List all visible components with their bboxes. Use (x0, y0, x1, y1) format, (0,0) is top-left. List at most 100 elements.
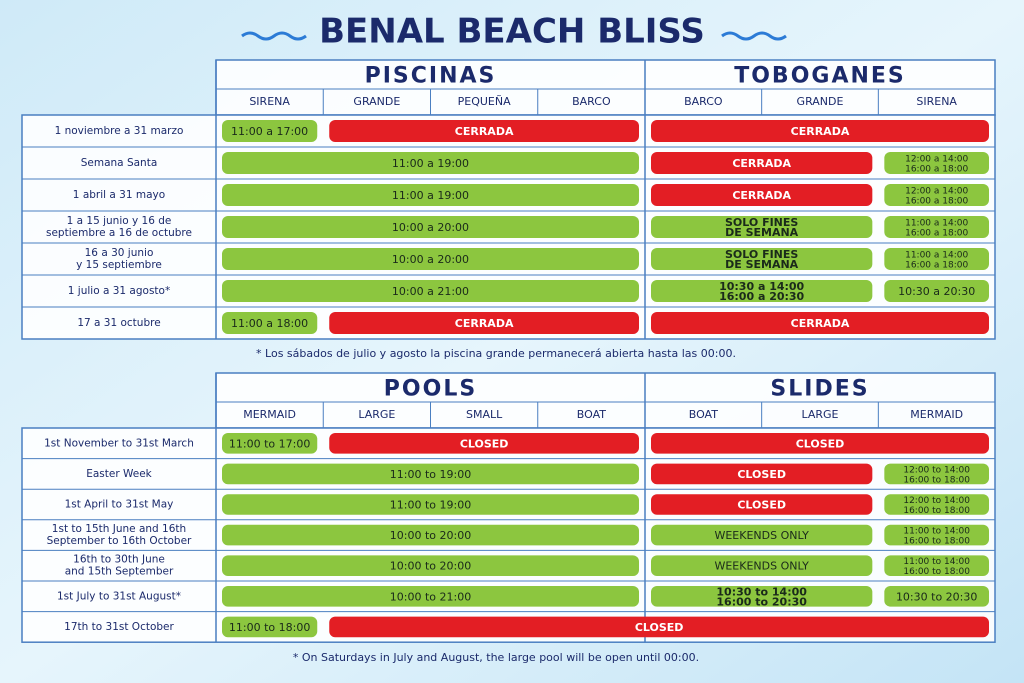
pill-text: 11:00 to 19:00 (390, 468, 471, 481)
pill-text: CLOSED (796, 437, 845, 450)
pill-text: 10:00 to 20:00 (390, 560, 471, 573)
status-pill (651, 433, 989, 454)
row-label: 1 julio a 31 agosto* (68, 285, 170, 297)
status-pill (222, 184, 639, 206)
status-pill (222, 616, 318, 638)
column-header: MERMAID (243, 408, 296, 421)
wave-decoration (721, 31, 787, 41)
status-pill (884, 463, 989, 485)
status-pill (884, 184, 989, 206)
pill-text: CERRADA (455, 125, 514, 138)
pill-text: 10:30 to 20:30 (896, 590, 977, 603)
status-pill (884, 555, 989, 576)
column-header: SIRENA (916, 95, 957, 108)
pill-text: 11:00 a 19:00 (392, 157, 469, 170)
pill-text: 10:00 a 20:00 (392, 221, 469, 234)
table-background (215, 59, 996, 116)
status-pill (884, 586, 989, 607)
status-pill (884, 524, 989, 546)
pill-text: 12:00 to 14:00 (903, 465, 970, 475)
column-header: BARCO (684, 95, 723, 108)
status-pill (329, 616, 989, 638)
pill-text: 11:00 a 17:00 (231, 125, 308, 138)
pill-text: 16:00 to 18:00 (903, 475, 970, 485)
pill-text: 10:30 a 20:30 (898, 285, 975, 298)
pill-text: CERRADA (732, 157, 791, 170)
row-label: 1st to 15th June and 16th (52, 523, 186, 535)
footnote: * On Saturdays in July and August, the l… (293, 651, 699, 664)
pill-text: CLOSED (460, 437, 509, 450)
row-label: 17th to 31st October (64, 621, 174, 633)
status-pill (222, 248, 639, 270)
column-header: BOAT (689, 408, 718, 421)
pill-text: 10:00 to 20:00 (390, 529, 471, 542)
pill-text: CERRADA (791, 125, 850, 138)
row-label: Semana Santa (81, 157, 158, 169)
row-label: 16 a 30 junio (85, 247, 154, 259)
status-pill (222, 280, 639, 302)
wave-decoration (241, 31, 307, 41)
status-pill (329, 433, 639, 454)
pill-text: CLOSED (635, 621, 684, 634)
footnote: * Los sábados de julio y agosto la pisci… (256, 347, 736, 360)
row-label: y 15 septiembre (76, 259, 162, 271)
column-header: BARCO (572, 95, 611, 108)
row-label: septiembre a 16 de octubre (46, 227, 192, 239)
pill-text: 10:00 a 21:00 (392, 285, 469, 298)
row-label: 1st November to 31st March (44, 437, 194, 449)
pill-text: CLOSED (737, 468, 786, 481)
status-pill (222, 555, 639, 576)
pill-text: 10:30 to 14:00 (716, 585, 807, 598)
pill-text: 11:00 a 14:00 (905, 251, 968, 261)
pill-text: 10:00 a 20:00 (392, 253, 469, 266)
pill-text: 12:00 to 14:00 (903, 496, 970, 506)
column-header: LARGE (801, 408, 838, 421)
row-label: 16th to 30th June (73, 554, 165, 566)
status-pill (222, 433, 318, 454)
pill-text: CERRADA (455, 317, 514, 330)
pill-text: 12:00 a 14:00 (905, 155, 968, 165)
status-pill (222, 312, 318, 334)
pill-text: 16:00 a 18:00 (905, 197, 968, 207)
status-pill (651, 216, 873, 238)
status-pill (329, 312, 639, 334)
status-pill (651, 463, 873, 485)
status-pill (651, 524, 873, 546)
pill-text: 11:00 a 14:00 (905, 219, 968, 229)
status-pill (651, 120, 989, 142)
pill-text: 11:00 to 17:00 (229, 437, 310, 450)
pill-text: SOLO FINES (725, 248, 798, 261)
row-label: and 15th September (65, 566, 174, 578)
status-pill (651, 152, 873, 174)
status-pill (651, 184, 873, 206)
status-pill (884, 248, 989, 270)
pill-text: CERRADA (791, 317, 850, 330)
pill-text: DE SEMANA (725, 226, 799, 239)
status-pill (651, 248, 873, 270)
pill-text: 16:00 to 18:00 (903, 537, 970, 547)
column-header: GRANDE (797, 95, 844, 108)
pill-text: 11:00 a 18:00 (231, 317, 308, 330)
pill-text: 16:00 to 18:00 (903, 567, 970, 577)
pill-text: 16:00 a 18:00 (905, 229, 968, 239)
row-label: 1st July to 31st August* (57, 590, 181, 602)
pill-text: 11:00 a 19:00 (392, 189, 469, 202)
status-pill (222, 463, 639, 485)
pill-text: 11:00 to 19:00 (390, 499, 471, 512)
column-header: PEQUEÑA (458, 95, 511, 108)
pill-text: 11:00 to 14:00 (903, 557, 970, 567)
pill-text: 16:00 to 20:30 (716, 595, 807, 608)
status-pill (222, 494, 639, 515)
column-header: MERMAID (910, 408, 963, 421)
status-pill (222, 586, 639, 607)
status-pill (651, 312, 989, 334)
pill-text: CERRADA (732, 189, 791, 202)
status-pill (884, 152, 989, 174)
pill-text: WEEKENDS ONLY (714, 560, 809, 573)
pill-text: WEEKENDS ONLY (714, 529, 809, 542)
page-title: BENAL BEACH BLISS (319, 12, 705, 52)
row-label: 1 abril a 31 mayo (73, 189, 165, 201)
pill-text: 10:30 a 14:00 (719, 280, 804, 293)
pill-text: 16:00 a 20:30 (719, 290, 804, 303)
